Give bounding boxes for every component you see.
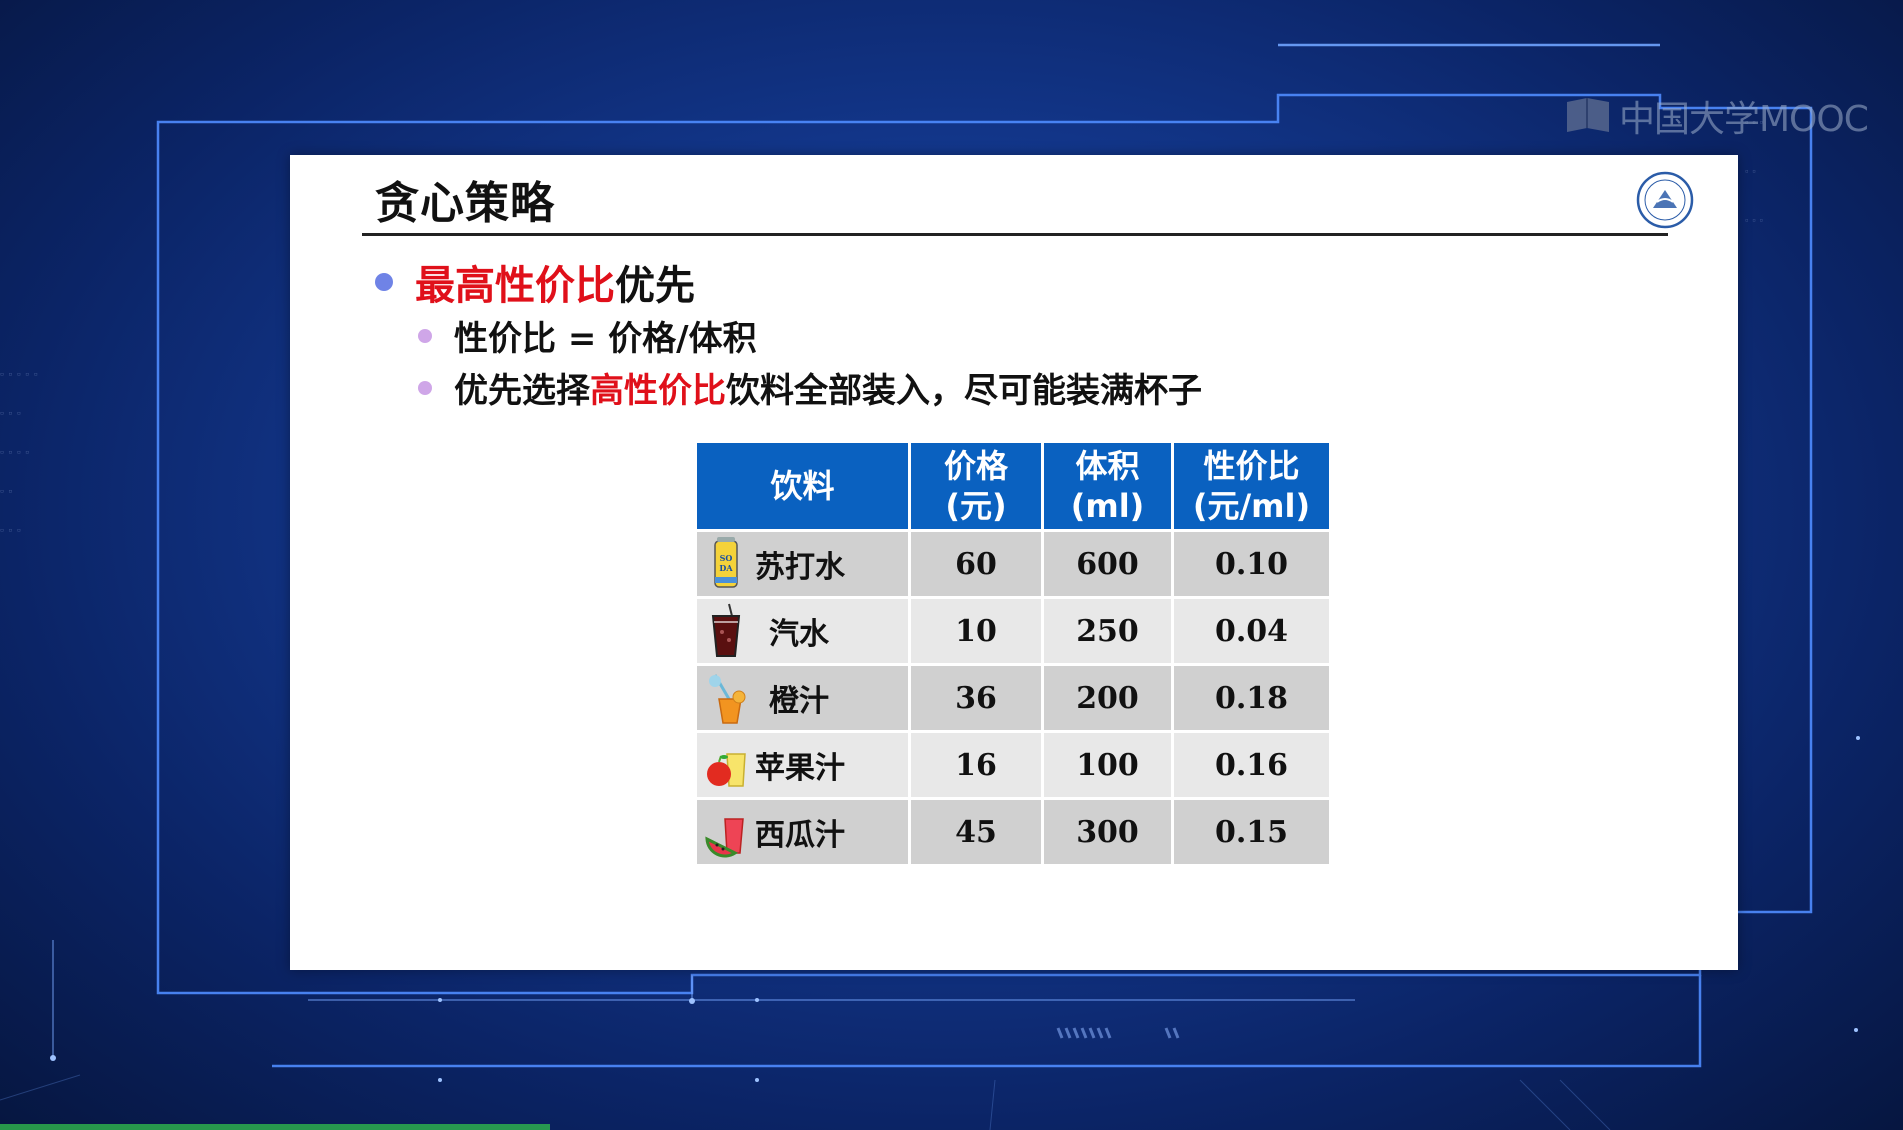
sub-bullet-strategy-highlight: 高性价比 <box>590 371 726 411</box>
sub-bullet-strategy-pre: 优先选择 <box>454 371 590 411</box>
sub-bullet-dot <box>418 328 432 343</box>
title-divider <box>362 233 1668 236</box>
header-volume-line1: 体积 <box>1075 447 1140 485</box>
sub-bullet-strategy: 优先选择 高性价比 饮料全部装入，尽可能装满杯子 <box>418 363 1202 412</box>
table-row: 汽水 10 250 0.04 <box>697 596 1329 665</box>
volume-cell: 100 <box>1042 730 1174 799</box>
cola-glass-icon <box>711 603 741 657</box>
ratio-cell: 0.15 <box>1172 797 1329 864</box>
drink-name-cell: 汽水 <box>697 596 911 665</box>
university-seal-icon <box>1636 171 1694 229</box>
drink-name-cell: 西瓜汁 <box>697 797 911 864</box>
header-drink: 饮料 <box>697 443 911 531</box>
header-ratio-line2: (元/ml) <box>1192 487 1311 525</box>
volume-cell: 250 <box>1042 596 1174 665</box>
table-row: SO DA 苏打水 60 600 0.10 <box>697 529 1329 598</box>
sub-bullet-dot <box>418 380 432 395</box>
table-row: 橙汁 36 200 0.18 <box>697 663 1329 732</box>
watermelon-juice-icon <box>705 818 744 858</box>
table-header-row: 饮料 价格 (元) 体积 (ml) 性价比 (元/ml) <box>697 443 1329 531</box>
volume-cell: 300 <box>1042 797 1174 864</box>
mooc-book-icon <box>1567 98 1609 132</box>
price-cell: 10 <box>909 596 1044 665</box>
sub-bullet-ratio-text: 性价比 = 价格/体积 <box>454 319 757 359</box>
volume-cell: 200 <box>1042 663 1174 732</box>
ratio-cell: 0.04 <box>1172 596 1329 665</box>
header-ratio: 性价比 (元/ml) <box>1172 443 1329 531</box>
drink-name: 西瓜汁 <box>755 818 845 853</box>
header-price: 价格 (元) <box>909 443 1044 531</box>
header-price-line1: 价格 <box>943 447 1008 485</box>
orange-juice-icon <box>709 674 746 724</box>
sub-bullet-ratio: 性价比 = 价格/体积 <box>418 311 757 360</box>
svg-text:DA: DA <box>719 563 733 573</box>
header-price-line2: (元) <box>945 487 1007 525</box>
drink-name-cell: 橙汁 <box>697 663 911 732</box>
bullet-main: 最高性价比 优先 <box>375 253 695 311</box>
sub-bullet-strategy-post: 饮料全部装入，尽可能装满杯子 <box>726 371 1202 411</box>
bullet-main-rest: 优先 <box>615 263 695 309</box>
background-code-text-right: ▫ ▫ ▫ ▫ ▫ ▫ ▫ ▫ <box>1745 119 1764 224</box>
table-row: 西瓜汁 45 300 0.15 <box>697 797 1329 864</box>
background-code-text: ▫ ▫ ▫ ▫ ▫ ▫ ▫ ▫ ▫ ▫ ▫ ▫ ▫ ▫ ▫ ▫ ▫ <box>0 370 38 534</box>
volume-cell: 600 <box>1042 529 1174 598</box>
drink-name: 橙汁 <box>769 684 829 719</box>
drink-name-cell: SO DA 苏打水 <box>697 529 911 598</box>
drinks-table: 饮料 价格 (元) 体积 (ml) 性价比 (元/ml) <box>697 443 1329 864</box>
drink-name-cell: 苹果汁 <box>697 730 911 799</box>
svg-text:SO: SO <box>720 553 733 563</box>
bullet-main-highlight: 最高性价比 <box>415 263 615 309</box>
header-ratio-line1: 性价比 <box>1203 447 1300 485</box>
ratio-cell: 0.18 <box>1172 663 1329 732</box>
drink-name: 苏打水 <box>755 550 845 585</box>
drink-name: 汽水 <box>769 617 829 652</box>
price-cell: 16 <box>909 730 1044 799</box>
bullet-dot <box>375 273 393 291</box>
price-cell: 45 <box>909 797 1044 864</box>
slide-title: 贪心策略 <box>375 178 555 229</box>
price-cell: 36 <box>909 663 1044 732</box>
table-row: 苹果汁 16 100 0.16 <box>697 730 1329 799</box>
drink-name: 苹果汁 <box>755 751 845 786</box>
ratio-cell: 0.16 <box>1172 730 1329 799</box>
price-cell: 60 <box>909 529 1044 598</box>
header-volume-line2: (ml) <box>1070 487 1145 525</box>
ratio-cell: 0.10 <box>1172 529 1329 598</box>
mooc-watermark: 中国大学MOOC <box>1565 93 1869 140</box>
apple-juice-icon <box>707 753 746 787</box>
header-volume: 体积 (ml) <box>1042 443 1174 531</box>
soda-can-icon: SO DA <box>714 537 738 588</box>
mooc-brand-text: 中国大学MOOC <box>1619 99 1869 140</box>
slide-canvas: 贪心策略 最高性价比 优先 性价比 = 价格/体积 优先选择 高性价比 饮料全部装入，… <box>290 155 1738 970</box>
